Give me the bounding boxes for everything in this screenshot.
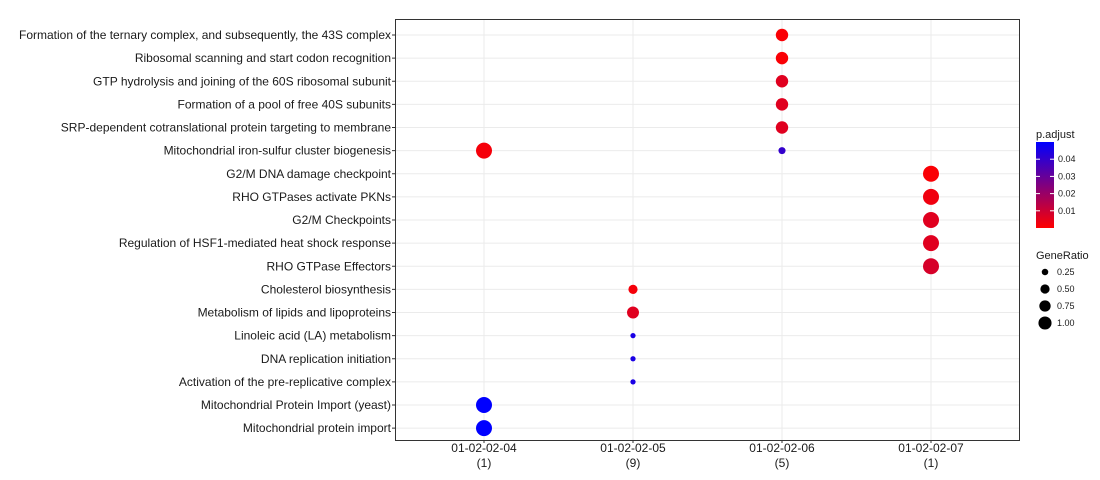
- grid-lines: [395, 19, 1019, 440]
- y-tick-label: RHO GTPases activate PKNs: [232, 190, 391, 204]
- gene-ratio-key-label: 0.75: [1057, 301, 1075, 311]
- gene-ratio-keys: 0.25 0.50 0.75 1.00: [1038, 267, 1075, 330]
- gene-ratio-legend: GeneRatio 0.25 0.50 0.75 1.00: [1036, 250, 1089, 330]
- data-point: [476, 420, 492, 437]
- x-tick-count-label: (9): [626, 456, 641, 470]
- panel-border: [395, 19, 1020, 441]
- y-tick-label: DNA replication initiation: [261, 352, 391, 366]
- data-point: [923, 258, 939, 275]
- y-tick-label: G2/M DNA damage checkpoint: [226, 167, 391, 181]
- gene-ratio-key-dot: [1041, 268, 1049, 276]
- colorbar-tick-label: 0.03: [1058, 171, 1076, 181]
- y-tick-label: Formation of a pool of free 40S subunits: [178, 97, 391, 111]
- data-point: [778, 147, 786, 155]
- y-tick-label: GTP hydrolysis and joining of the 60S ri…: [93, 74, 392, 88]
- gene-ratio-key-label: 0.25: [1057, 267, 1075, 277]
- data-point: [476, 142, 492, 159]
- data-points: [476, 28, 939, 437]
- x-axis-labels: 01-02-02-04(1)01-02-02-05(9)01-02-02-06(…: [451, 440, 964, 470]
- y-tick-label: SRP-dependent cotranslational protein ta…: [61, 121, 392, 135]
- data-point: [923, 235, 939, 252]
- x-tick-count-label: (1): [924, 456, 939, 470]
- data-point: [627, 306, 639, 319]
- gene-ratio-key-label: 0.50: [1057, 284, 1075, 294]
- y-tick-label: Formation of the ternary complex, and su…: [19, 28, 391, 42]
- data-point: [923, 212, 939, 228]
- data-point: [775, 75, 789, 88]
- y-tick-label: Regulation of HSF1-mediated heat shock r…: [119, 236, 391, 250]
- x-tick-label: 01-02-02-07: [898, 441, 964, 455]
- data-point: [775, 51, 789, 65]
- p-adjust-legend: p.adjust 0.04 0.03 0.02 0.01: [1036, 129, 1076, 228]
- y-tick-label: Mitochondrial Protein Import (yeast): [201, 398, 391, 412]
- colorbar-tick-label: 0.04: [1058, 154, 1076, 164]
- gene-ratio-key-dot: [1040, 284, 1050, 294]
- y-tick-label: G2/M Checkpoints: [292, 213, 391, 227]
- data-point: [775, 28, 789, 42]
- x-tick-label: 01-02-02-05: [600, 441, 666, 455]
- colorbar-tick-label: 0.01: [1058, 206, 1076, 216]
- data-point: [923, 188, 939, 205]
- data-point: [923, 165, 939, 182]
- x-tick-count-label: (5): [775, 456, 790, 470]
- p-adjust-ticks: 0.04 0.03 0.02 0.01: [1036, 154, 1076, 216]
- y-tick-label: Cholesterol biosynthesis: [261, 282, 391, 296]
- p-adjust-colorbar: [1036, 142, 1054, 228]
- y-tick-label: Activation of the pre-replicative comple…: [179, 375, 391, 389]
- data-point: [630, 333, 636, 339]
- x-tick-label: 01-02-02-06: [749, 441, 815, 455]
- x-tick-label: 01-02-02-04: [451, 441, 517, 455]
- gene-ratio-key-label: 1.00: [1057, 318, 1075, 328]
- p-adjust-legend-title: p.adjust: [1036, 129, 1075, 141]
- data-point: [628, 284, 638, 294]
- y-tick-label: Metabolism of lipids and lipoproteins: [198, 306, 391, 320]
- y-tick-label: Linoleic acid (LA) metabolism: [234, 329, 391, 343]
- x-tick-count-label: (1): [477, 456, 492, 470]
- colorbar-tick-label: 0.02: [1058, 189, 1076, 199]
- gene-ratio-key-dot: [1038, 316, 1052, 330]
- y-tick-label: Ribosomal scanning and start codon recog…: [135, 51, 391, 65]
- data-point: [775, 121, 789, 134]
- y-tick-label: RHO GTPase Effectors: [267, 259, 391, 273]
- y-tick-label: Mitochondrial protein import: [243, 421, 392, 435]
- y-tick-label: Mitochondrial iron-sulfur cluster biogen…: [164, 144, 391, 158]
- data-point: [630, 356, 636, 362]
- gene-ratio-legend-title: GeneRatio: [1036, 250, 1089, 262]
- data-point: [630, 379, 636, 385]
- gene-ratio-key-dot: [1039, 300, 1051, 312]
- data-point: [476, 397, 492, 413]
- y-axis-labels: Formation of the ternary complex, and su…: [19, 28, 395, 435]
- data-point: [775, 98, 789, 111]
